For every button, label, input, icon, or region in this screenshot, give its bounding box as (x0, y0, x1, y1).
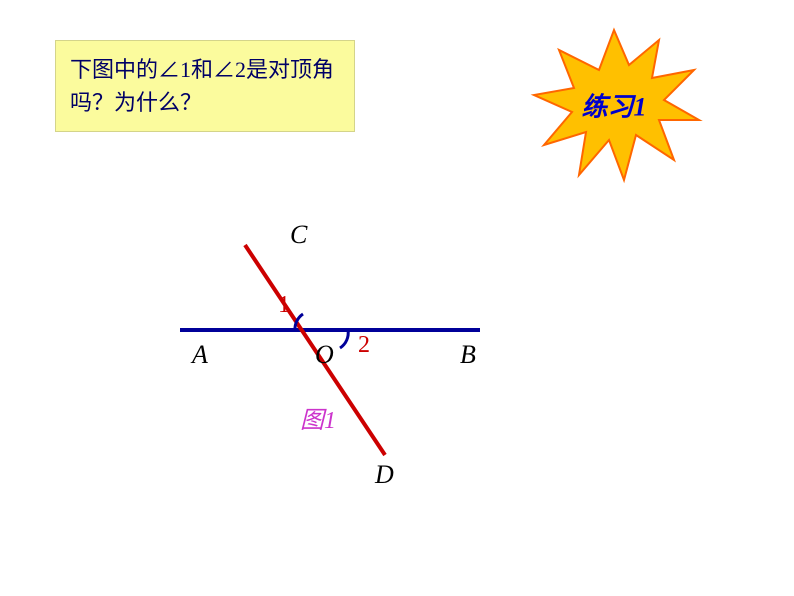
label-b: B (460, 340, 476, 370)
label-a: A (192, 340, 208, 370)
label-c: C (290, 220, 307, 250)
angle-1-label: 1 (278, 292, 290, 319)
angle-2-label: 2 (358, 332, 370, 359)
badge-label: 练习1 (581, 87, 646, 124)
exercise-badge: 练习1 (524, 20, 704, 190)
question-text: 下图中的∠1和∠2是对顶角吗？为什么？ (70, 53, 340, 119)
figure-caption: 图1 (300, 400, 336, 435)
label-d: D (375, 460, 394, 490)
geometry-diagram: C A O B D 1 2 图1 (150, 210, 550, 510)
angle-2-arc (340, 330, 348, 348)
diagram-svg (150, 210, 550, 510)
label-o: O (315, 340, 334, 370)
question-box: 下图中的∠1和∠2是对顶角吗？为什么？ (55, 40, 355, 132)
